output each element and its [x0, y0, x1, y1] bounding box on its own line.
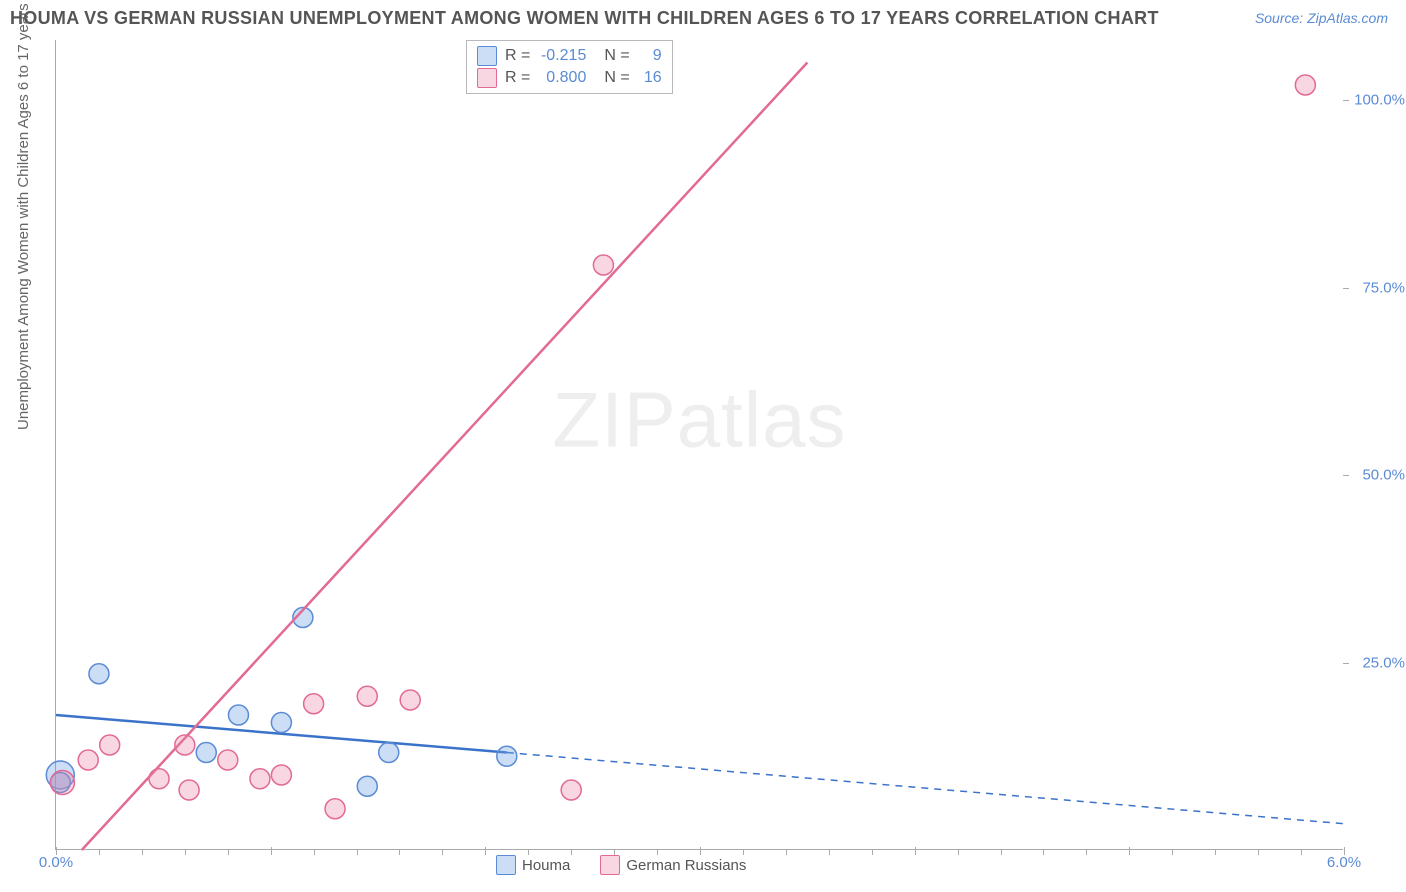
x-tick	[1129, 847, 1130, 855]
stat-r-label: R =	[505, 69, 530, 87]
chart-title: HOUMA VS GERMAN RUSSIAN UNEMPLOYMENT AMO…	[10, 8, 1159, 29]
legend-item: German Russians	[600, 855, 746, 875]
legend-swatch	[600, 855, 620, 875]
x-minor-tick	[657, 849, 658, 855]
stats-row: R = -0.215 N = 9	[477, 45, 662, 67]
y-tick-label: 25.0%	[1362, 654, 1405, 671]
x-minor-tick	[528, 849, 529, 855]
y-tick	[1343, 663, 1349, 664]
x-minor-tick	[786, 849, 787, 855]
x-minor-tick	[1001, 849, 1002, 855]
x-tick	[700, 847, 701, 855]
x-tick	[485, 847, 486, 855]
stat-r-value: -0.215	[538, 47, 586, 65]
x-minor-tick	[829, 849, 830, 855]
x-minor-tick	[872, 849, 873, 855]
legend-swatch	[496, 855, 516, 875]
x-minor-tick	[399, 849, 400, 855]
x-minor-tick	[357, 849, 358, 855]
y-tick-label: 100.0%	[1354, 92, 1405, 109]
x-minor-tick	[185, 849, 186, 855]
legend-item: Houma	[496, 855, 570, 875]
plot-area: ZIPatlas R = -0.215N = 9R = 0.800N = 16 …	[55, 40, 1343, 850]
stats-box: R = -0.215 N = 9 R = 0.800 N = 16	[466, 40, 673, 94]
x-tick	[915, 847, 916, 855]
x-minor-tick	[142, 849, 143, 855]
y-tick	[1343, 100, 1349, 101]
x-minor-tick	[1258, 849, 1259, 855]
x-minor-tick	[958, 849, 959, 855]
x-minor-tick	[743, 849, 744, 855]
plot-svg	[56, 40, 1343, 849]
y-tick	[1343, 475, 1349, 476]
x-minor-tick	[614, 849, 615, 855]
y-tick	[1343, 288, 1349, 289]
series-swatch	[477, 68, 497, 88]
x-tick	[271, 847, 272, 855]
legend-label: German Russians	[626, 857, 746, 874]
stat-n-value: 16	[638, 69, 662, 87]
stat-n-value: 9	[638, 47, 662, 65]
y-tick-label: 75.0%	[1362, 279, 1405, 296]
legend-bottom: Houma German Russians	[496, 855, 746, 875]
x-minor-tick	[1043, 849, 1044, 855]
series-swatch	[477, 46, 497, 66]
stat-n-label: N =	[604, 69, 629, 87]
x-minor-tick	[1215, 849, 1216, 855]
stat-r-value: 0.800	[538, 69, 586, 87]
x-minor-tick	[1086, 849, 1087, 855]
stats-row: R = 0.800 N = 16	[477, 67, 662, 89]
x-minor-tick	[571, 849, 572, 855]
x-tick-label: 0.0%	[39, 854, 73, 871]
y-axis-label: Unemployment Among Women with Children A…	[15, 3, 32, 430]
y-tick-label: 50.0%	[1362, 467, 1405, 484]
x-minor-tick	[228, 849, 229, 855]
stat-n-label: N =	[604, 47, 629, 65]
x-tick-label: 6.0%	[1327, 854, 1361, 871]
stat-r-label: R =	[505, 47, 530, 65]
x-minor-tick	[314, 849, 315, 855]
source-attribution: Source: ZipAtlas.com	[1255, 10, 1388, 26]
x-minor-tick	[99, 849, 100, 855]
x-minor-tick	[442, 849, 443, 855]
legend-label: Houma	[522, 857, 570, 874]
x-minor-tick	[1301, 849, 1302, 855]
x-minor-tick	[1172, 849, 1173, 855]
